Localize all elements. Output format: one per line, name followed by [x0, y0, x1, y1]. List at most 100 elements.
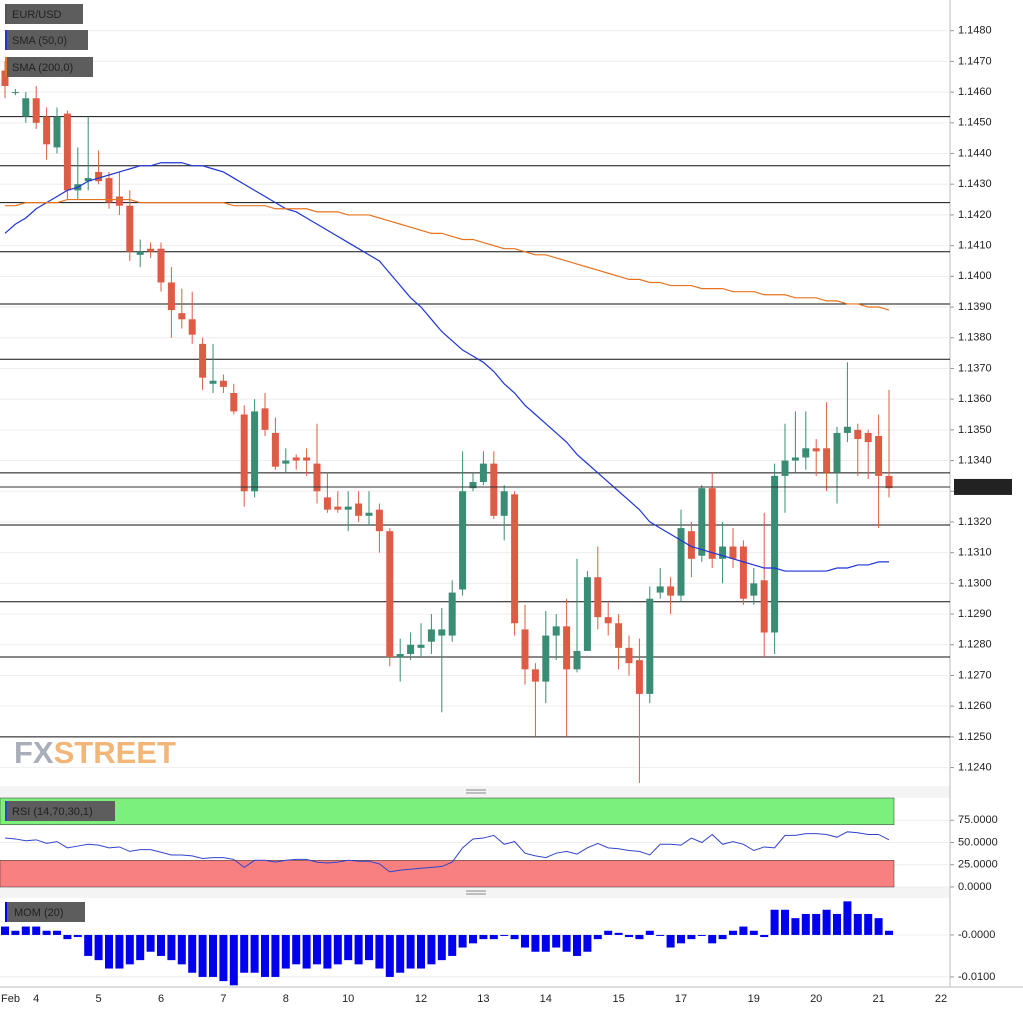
rsi-line	[4, 831, 890, 873]
momentum-bar	[573, 934, 581, 956]
watermark-part: FX	[14, 735, 54, 770]
y-tick-label: 1.1250	[958, 731, 992, 743]
legend-swatch	[5, 4, 7, 24]
y-tick-label: 1.1290	[958, 608, 992, 620]
momentum-bar	[604, 930, 613, 935]
candle-body	[521, 629, 529, 670]
momentum-bar	[406, 934, 415, 969]
momentum-bar	[500, 934, 509, 936]
momentum-bar	[781, 909, 789, 935]
momentum-bar	[718, 934, 727, 940]
momentum-bar	[822, 909, 831, 935]
x-tick-label: 21	[872, 993, 884, 1005]
candle-body	[386, 531, 394, 658]
momentum-bar	[84, 934, 93, 956]
momentum-bar	[489, 934, 498, 940]
candle-body	[823, 448, 831, 473]
candle-body	[1, 70, 9, 86]
candle-body	[157, 248, 165, 283]
momentum-bar	[864, 913, 873, 935]
momentum-bar	[333, 934, 342, 965]
y-tick-label: 1.1270	[958, 669, 992, 681]
candle-body	[199, 343, 207, 378]
legend-swatch	[5, 902, 7, 922]
momentum-bar	[229, 934, 238, 986]
y-tick-label: 0.0000	[958, 881, 992, 893]
candle-body	[698, 488, 706, 556]
legend-swatch	[5, 57, 7, 77]
momentum-bar	[531, 934, 540, 952]
candle-body	[604, 617, 612, 624]
x-tick-label: 6	[158, 993, 164, 1005]
candle-body	[303, 457, 311, 461]
momentum-bar	[801, 913, 810, 935]
y-tick-label: 1.1420	[958, 209, 992, 221]
candle-body	[625, 647, 633, 664]
candle-body	[583, 577, 591, 651]
candle-body	[147, 248, 155, 252]
momentum-bar	[791, 918, 800, 935]
momentum-bar	[292, 934, 301, 965]
candle-body	[53, 116, 61, 148]
momentum-bar	[146, 934, 155, 952]
candle-body	[115, 196, 123, 206]
candle-body	[188, 319, 196, 335]
momentum-bar	[63, 934, 72, 940]
candle-body	[167, 282, 175, 311]
legend-label: RSI (14,70,30,1)	[12, 806, 93, 818]
candle-body	[396, 653, 404, 658]
momentum-bar	[281, 934, 290, 969]
momentum-bar	[417, 934, 425, 969]
candle-body	[552, 626, 560, 636]
momentum-bar	[11, 930, 20, 935]
candle-body	[615, 623, 623, 648]
candle-body	[708, 488, 716, 559]
legend-swatch	[5, 801, 7, 821]
momentum-bar	[739, 926, 748, 935]
watermark: FXSTREET	[14, 735, 176, 770]
candle-body	[531, 669, 539, 682]
candle-body	[22, 98, 30, 117]
candle-body	[635, 660, 643, 694]
candle-body	[261, 408, 269, 430]
momentum-bar	[645, 930, 654, 935]
candle-body	[771, 475, 779, 633]
y-tick-label: 1.1360	[958, 393, 992, 405]
y-tick-label: 50.0000	[958, 836, 998, 848]
momentum-bar	[73, 934, 82, 938]
y-tick-label: 1.1260	[958, 700, 992, 712]
y-tick-label: 1.1240	[958, 761, 992, 773]
x-tick-label: 15	[612, 993, 624, 1005]
candle-body	[282, 460, 290, 464]
momentum-bar	[666, 934, 675, 948]
y-tick-label: 1.1300	[958, 577, 992, 589]
candle-body	[32, 98, 40, 123]
momentum-bar	[708, 934, 717, 944]
plot: 1.1480 1.1470 1.1460 1.1450 1.1440 1.1430 1.14…	[0, 4, 1012, 1005]
candle-body	[573, 650, 581, 670]
y-tick-label: -0.0000	[958, 929, 995, 941]
y-tick-label: 1.1480	[958, 25, 992, 37]
momentum-bar	[625, 934, 633, 938]
candle-body	[219, 380, 227, 387]
candle-body	[854, 429, 862, 440]
legend-label: MOM (20)	[14, 907, 64, 919]
y-tick-label: 1.1310	[958, 547, 992, 559]
sma-line	[4, 162, 889, 572]
candle-body	[240, 414, 248, 492]
candle-body	[126, 205, 134, 252]
momentum-bar	[885, 930, 893, 935]
y-tick-label: 1.1370	[958, 362, 992, 374]
candle-body	[802, 448, 810, 458]
momentum-bar	[136, 934, 145, 961]
y-tick-label: 1.1320	[958, 516, 992, 528]
candle-body	[719, 546, 727, 559]
watermark-part: STREET	[54, 735, 176, 770]
candle-body	[677, 528, 685, 596]
x-tick-label: 20	[810, 993, 822, 1005]
momentum-bar	[21, 926, 30, 935]
momentum-bar	[635, 934, 644, 940]
candle-body	[864, 432, 872, 443]
candle-body	[791, 457, 799, 461]
momentum-bar	[94, 934, 103, 961]
